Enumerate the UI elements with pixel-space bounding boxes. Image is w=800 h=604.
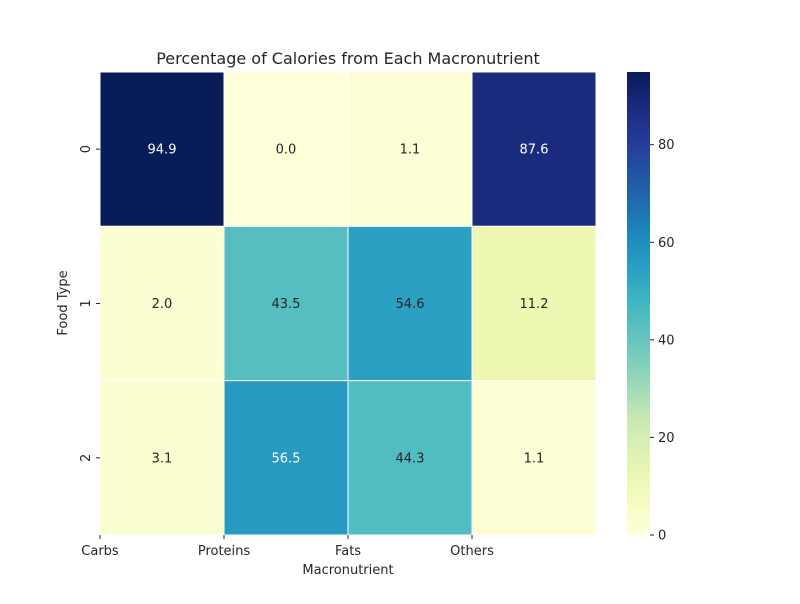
cell-value-label: 56.5 [272,451,301,466]
y-axis: 0 1 2 [79,145,100,462]
colorbar-tick-label: 40 [658,333,675,348]
cell-value-label: 94.9 [148,143,177,158]
y-tick-label: 2 [79,454,94,462]
colorbar-gradient-bar [627,72,650,535]
heatmap-cell [471,380,597,536]
cell-value-label: 1.1 [400,143,421,158]
heatmap-cell [471,71,597,227]
heatmap-cell [223,225,349,382]
cell-value-label: 11.2 [520,297,549,312]
y-tick-label: 1 [79,299,94,307]
heatmap-cell [223,71,349,227]
colorbar-tick-label: 80 [658,138,675,153]
x-tick-label: Proteins [198,544,251,559]
heatmap-cells [99,71,597,536]
x-tick-label: Fats [335,544,361,559]
heatmap-cell [99,71,225,227]
cell-value-label: 2.0 [152,297,173,312]
x-axis: Carbs Proteins Fats Others [81,535,494,559]
colorbar-tick-label: 0 [658,529,666,544]
heatmap-cell [347,71,473,227]
cell-value-label: 87.6 [520,143,549,158]
cell-value-label: 0.0 [276,143,297,158]
heatmap-cell [223,380,349,536]
x-axis-label: Macronutrient [302,563,393,578]
cell-value-labels: 94.9 0.0 1.1 87.6 2.0 43.5 54.6 11.2 3.1 56.5 44.3… [148,143,549,467]
cell-value-label: 43.5 [272,297,301,312]
x-tick-label: Others [450,544,494,559]
chart-title: Percentage of Calories from Each Macronu… [156,49,540,68]
y-axis-label: Food Type [56,270,71,335]
colorbar-tick-label: 60 [658,236,675,251]
colorbar-tick-label: 20 [658,431,675,446]
cell-value-label: 3.1 [152,451,173,466]
cell-value-label: 44.3 [396,451,425,466]
cell-value-label: 1.1 [524,451,545,466]
y-tick-label: 0 [79,145,94,153]
cell-value-label: 54.6 [396,297,425,312]
heatmap-cell [471,225,597,382]
colorbar: 0 20 40 60 80 [627,72,675,544]
heatmap-cell [99,225,225,382]
colorbar-ticks: 0 20 40 60 80 [650,138,675,544]
x-tick-label: Carbs [81,544,119,559]
